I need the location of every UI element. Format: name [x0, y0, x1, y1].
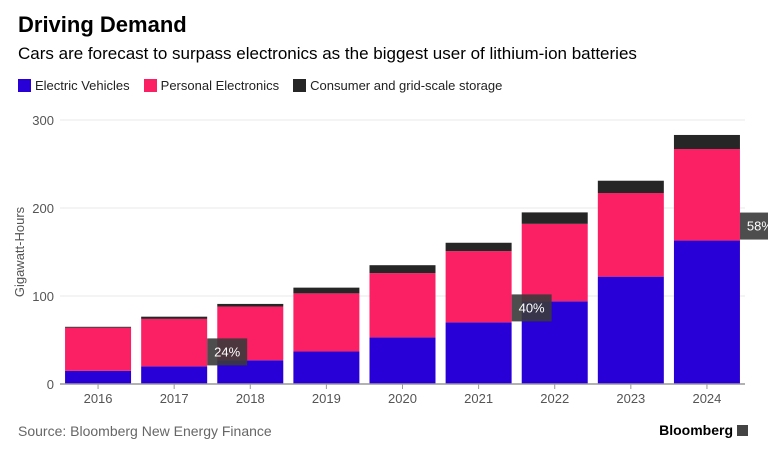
legend-label: Consumer and grid-scale storage — [310, 78, 503, 93]
bar-segment-storage — [65, 326, 132, 328]
x-tick-label: 2022 — [540, 391, 569, 406]
x-tick-label: 2020 — [388, 391, 417, 406]
bar-segment-storage — [597, 180, 664, 194]
legend-swatch — [18, 79, 31, 92]
bar-segment-ev — [369, 337, 436, 384]
legend-item-ev: Electric Vehicles — [18, 78, 130, 93]
bar-segment-electronics — [141, 318, 208, 367]
y-tick-label: 0 — [47, 377, 54, 392]
legend-item-electronics: Personal Electronics — [143, 78, 280, 93]
bar-segment-storage — [141, 316, 208, 319]
legend-label: Personal Electronics — [160, 78, 280, 93]
chart-title: Driving Demand — [18, 12, 187, 37]
annotation-label: 24% — [214, 344, 240, 359]
x-tick-label: 2024 — [692, 391, 721, 406]
y-tick-label: 300 — [32, 113, 54, 128]
x-tick-label: 2017 — [160, 391, 189, 406]
logo-text: Bloomberg — [659, 422, 733, 438]
bar-segment-ev — [141, 366, 208, 384]
bar-segment-electronics — [293, 293, 360, 352]
bar-segment-electronics — [521, 223, 588, 302]
bar-segment-storage — [673, 134, 740, 150]
annotation-box — [207, 338, 248, 366]
annotation-label: 58% — [747, 219, 768, 234]
bar-segment-electronics — [445, 251, 512, 323]
bar-segment-ev — [293, 351, 360, 384]
bar-segment-ev — [673, 240, 740, 384]
x-tick-label: 2023 — [616, 391, 645, 406]
bar-segment-storage — [369, 265, 436, 274]
chart-subtitle: Cars are forecast to surpass electronics… — [18, 44, 637, 63]
bar-segment-electronics — [673, 149, 740, 241]
x-tick-label: 2018 — [236, 391, 265, 406]
bar-segment-electronics — [597, 193, 664, 277]
bar-segment-ev — [65, 370, 132, 384]
bar-segment-electronics — [369, 273, 436, 338]
bar-segment-storage — [521, 212, 588, 224]
annotation-box — [511, 294, 552, 322]
bar-segment-storage — [293, 287, 360, 294]
legend-item-storage: Consumer and grid-scale storage — [293, 78, 502, 93]
legend-swatch — [293, 79, 307, 92]
y-tick-label: 100 — [32, 289, 54, 304]
y-axis-label: Gigawatt-Hours — [12, 206, 27, 297]
bloomberg-logo: Bloomberg — [659, 422, 748, 438]
bar-segment-ev — [597, 276, 664, 384]
x-tick-label: 2021 — [464, 391, 493, 406]
x-tick-label: 2016 — [84, 391, 113, 406]
legend-label: Electric Vehicles — [35, 78, 130, 93]
legend: Electric Vehicles Personal Electronics C… — [18, 78, 502, 93]
bar-segment-electronics — [65, 327, 132, 371]
annotation-label: 40% — [519, 300, 545, 315]
bar-segment-storage — [445, 242, 512, 252]
logo-mark-icon — [737, 424, 748, 436]
annotation-box — [739, 212, 768, 240]
legend-swatch — [143, 79, 157, 92]
y-tick-label: 200 — [32, 201, 54, 216]
bar-segment-storage — [217, 303, 284, 307]
x-tick-label: 2019 — [312, 391, 341, 406]
bar-segment-ev — [217, 360, 284, 384]
source-note: Source: Bloomberg New Energy Finance — [18, 423, 272, 439]
bar-segment-ev — [445, 322, 512, 384]
